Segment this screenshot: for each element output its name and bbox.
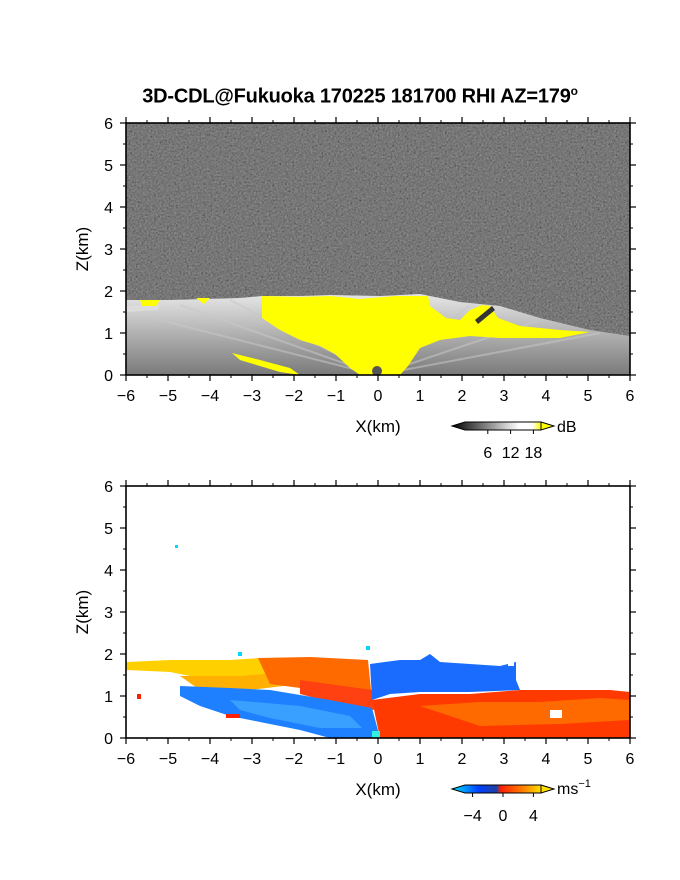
colorbar-unit: ms−1 [557, 778, 591, 798]
strong-echo-yellow [262, 296, 590, 375]
x-tick-label: 2 [458, 388, 467, 405]
x-tick-label: −6 [117, 388, 135, 405]
y-tick-label: 4 [104, 200, 113, 217]
x-tick-label: 4 [542, 388, 551, 405]
velocity-negative-upper-right [370, 654, 520, 700]
x-tick-label: −1 [327, 388, 345, 405]
x-tick-label: −2 [285, 751, 303, 768]
colorbar-tick-label: 0 [499, 808, 508, 825]
x-tick-label: 6 [626, 388, 635, 405]
colorbar-backscatter: dB 6 12 18 [450, 419, 577, 462]
colorbar-tick-label: 4 [529, 808, 538, 825]
velocity-positive-upper-left [126, 658, 300, 680]
y-tick-label: 2 [104, 284, 113, 301]
y-tick-label: 1 [104, 326, 113, 343]
x-axis-label: X(km) [355, 780, 400, 799]
x-tick-label: 0 [374, 751, 383, 768]
x-axis-label: X(km) [355, 417, 400, 436]
colorbar-velocity: ms−1 −4 0 4 [450, 778, 591, 825]
x-tick-label: 1 [416, 751, 425, 768]
y-tick-label: 3 [104, 242, 113, 259]
y-tick-label: 5 [104, 521, 113, 538]
y-axis-label: Z(km) [73, 590, 92, 634]
x-tick-label: 3 [500, 751, 509, 768]
y-tick-label: 5 [104, 158, 113, 175]
x-tick-label: −4 [201, 751, 219, 768]
x-tick-label: −5 [159, 388, 177, 405]
x-tick-label: 0 [374, 388, 383, 405]
y-tick-label: 3 [104, 605, 113, 622]
colorbar-tick-label: −4 [463, 808, 481, 825]
colorbar-tick-label: 6 [483, 445, 492, 462]
y-axis-label: Z(km) [73, 227, 92, 271]
velocity-panel: −6 −5 −4 −3 −2 −1 0 1 2 3 4 5 6 0 1 2 3 4 5 6 X(km) Z(km) m… [73, 479, 636, 825]
x-tick-label: 2 [458, 751, 467, 768]
x-tick-label: 4 [542, 751, 551, 768]
x-tick-label: 5 [584, 388, 593, 405]
x-tick-label: −6 [117, 751, 135, 768]
y-tick-label: 0 [104, 368, 113, 385]
y-tick-label: 2 [104, 647, 113, 664]
x-tick-label: 3 [500, 388, 509, 405]
x-tick-label: −3 [243, 388, 261, 405]
x-tick-label: 1 [416, 388, 425, 405]
y-tick-label: 1 [104, 689, 113, 706]
x-tick-label: −5 [159, 751, 177, 768]
colorbar-tick-label: 18 [525, 445, 543, 462]
y-tick-label: 6 [104, 479, 113, 496]
x-tick-label: −2 [285, 388, 303, 405]
x-tick-label: −3 [243, 751, 261, 768]
y-tick-label: 6 [104, 116, 113, 133]
x-tick-label: −1 [327, 751, 345, 768]
x-tick-label: −4 [201, 388, 219, 405]
page-title: 3D-CDL@Fukuoka 170225 181700 RHI AZ=179o [142, 84, 578, 108]
y-tick-label: 4 [104, 563, 113, 580]
y-tick-label: 0 [104, 731, 113, 748]
x-tick-label: 6 [626, 751, 635, 768]
colorbar-unit: dB [557, 419, 577, 436]
x-tick-label: 5 [584, 751, 593, 768]
colorbar-tick-label: 12 [502, 445, 520, 462]
